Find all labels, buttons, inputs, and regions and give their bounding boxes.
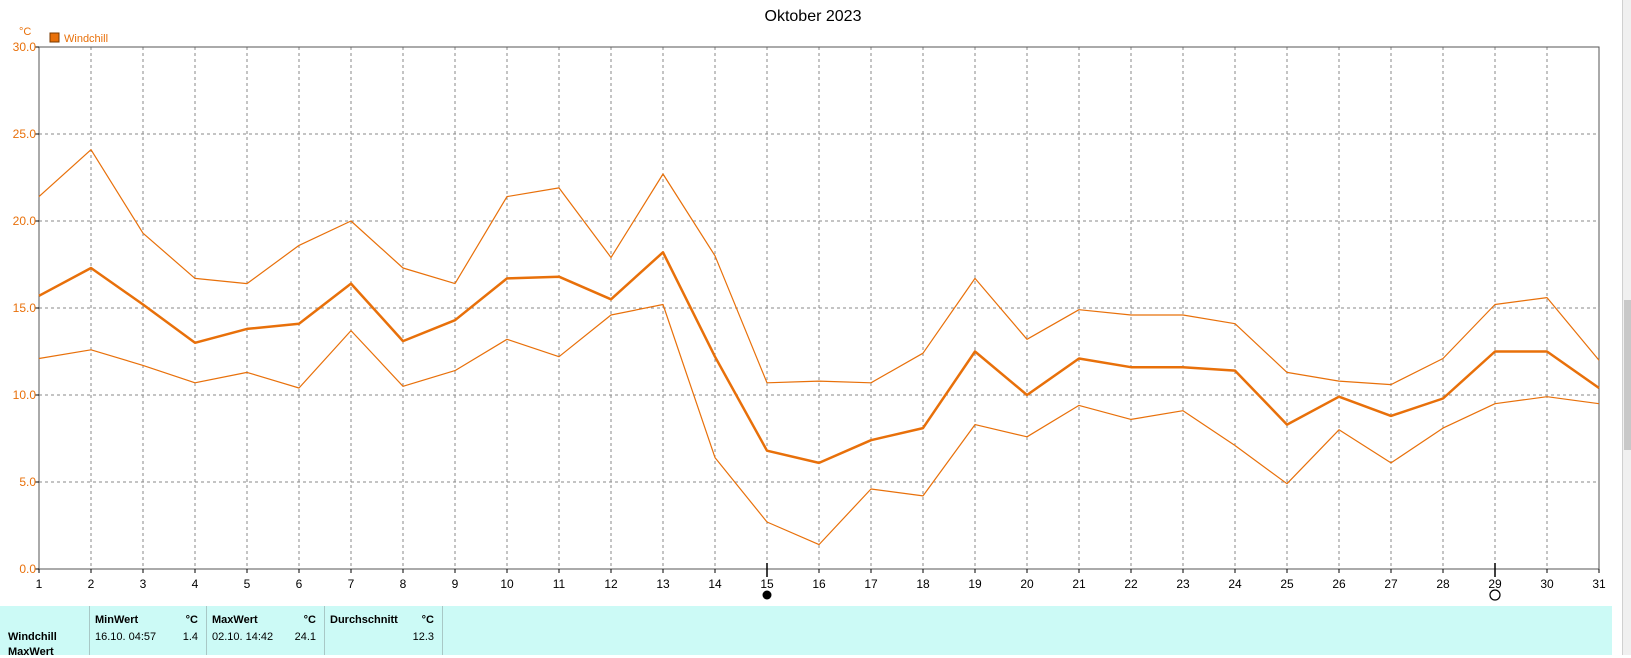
x-tick-label: 13 [656, 577, 670, 591]
legend-swatch [49, 32, 60, 43]
series-line-min [38, 303, 1600, 546]
x-tick-label: 6 [296, 577, 303, 591]
x-tick-label: 22 [1124, 577, 1138, 591]
max-datetime: 02.10. 14:42 [212, 631, 274, 643]
x-tick-label: 23 [1176, 577, 1190, 591]
y-tick-label: 0.0 [19, 562, 36, 576]
x-tick-label: 21 [1072, 577, 1086, 591]
legend-label: Windchill [64, 33, 108, 45]
y-tick-label: 15.0 [13, 301, 37, 315]
x-tick-label: 27 [1384, 577, 1398, 591]
scrollbar-thumb[interactable] [1624, 300, 1631, 450]
min-value: 1.4 [182, 631, 198, 643]
min-header: MinWert [95, 614, 139, 626]
x-tick-label: 5 [244, 577, 251, 591]
x-tick-label: 7 [348, 577, 355, 591]
x-tick-label: 18 [916, 577, 930, 591]
vertical-scrollbar[interactable] [1622, 0, 1631, 655]
x-tick-label: 1 [36, 577, 43, 591]
x-tick-label: 15 [760, 577, 774, 591]
y-tick-label: 30.0 [13, 40, 37, 54]
x-tick-label: 30 [1540, 577, 1554, 591]
x-tick-label: 12 [604, 577, 618, 591]
x-tick-label: 26 [1332, 577, 1346, 591]
x-tick-label: 20 [1020, 577, 1034, 591]
x-tick-label: 19 [968, 577, 982, 591]
y-tick-label: 10.0 [13, 388, 37, 402]
series-line-avg [38, 251, 1600, 465]
avg-unit: °C [421, 614, 434, 626]
chart: Oktober 2023 °C Windchill 1 2 3 4 5 6 7 8 9 10 11 1… [13, 8, 1606, 601]
stats-row-label-max: MaxWert [8, 646, 54, 658]
x-tick-label: 3 [140, 577, 147, 591]
x-tick-label: 28 [1436, 577, 1450, 591]
x-tick-label: 2 [88, 577, 95, 591]
min-datetime: 16.10. 04:57 [95, 631, 157, 643]
x-tick-label: 17 [864, 577, 878, 591]
x-tick-label: 9 [452, 577, 459, 591]
filled-circle-marker [762, 590, 772, 600]
y-axis-unit: °C [19, 26, 31, 38]
axis-ticks: 1 2 3 4 5 6 7 8 9 10 11 12 13 14 15 16 17 18 19 20 21 22 23 24 2… [13, 40, 1606, 591]
min-unit: °C [185, 614, 198, 626]
x-tick-label: 29 [1488, 577, 1502, 591]
x-tick-label: 10 [500, 577, 514, 591]
stats-row-label: Windchill [8, 631, 57, 643]
max-value: 24.1 [294, 631, 316, 643]
chart-title: Oktober 2023 [765, 8, 862, 25]
stats-panel: Windchill MaxWert MinWert °C 16.10. 04:5… [0, 606, 1612, 658]
y-tick-label: 5.0 [19, 475, 36, 489]
grid [39, 47, 1599, 569]
x-tick-label: 11 [553, 577, 566, 591]
x-tick-label: 8 [400, 577, 407, 591]
min-column: MinWert °C 16.10. 04:57 1.4 [89, 606, 206, 655]
x-tick-label: 25 [1280, 577, 1294, 591]
markers [762, 563, 1501, 601]
series-lines [38, 149, 1600, 546]
max-unit: °C [303, 614, 316, 626]
open-circle-marker [1489, 589, 1501, 601]
avg-value: 12.3 [412, 631, 434, 643]
max-header: MaxWert [212, 614, 258, 626]
y-tick-label: 25.0 [13, 127, 37, 141]
avg-header: Durchschnitt [330, 614, 398, 626]
x-tick-label: 4 [192, 577, 199, 591]
y-tick-label: 20.0 [13, 214, 37, 228]
avg-column: Durchschnitt °C 12.3 [324, 606, 443, 655]
x-tick-label: 16 [812, 577, 826, 591]
x-tick-label: 31 [1592, 577, 1606, 591]
x-tick-label: 24 [1228, 577, 1242, 591]
x-tick-label: 14 [708, 577, 722, 591]
max-column: MaxWert °C 02.10. 14:42 24.1 [206, 606, 324, 655]
series-line-max [38, 149, 1600, 386]
